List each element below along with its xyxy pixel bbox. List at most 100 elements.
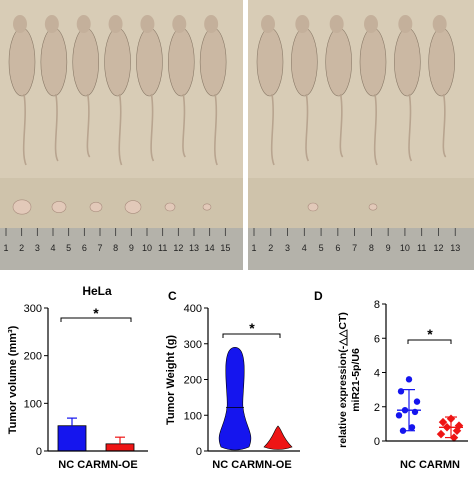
mouse-tail [270, 93, 275, 166]
tumor [164, 202, 176, 212]
significance-star: * [427, 326, 433, 342]
ruler-number: 3 [35, 243, 40, 253]
tumor [12, 199, 32, 215]
tumor [368, 203, 378, 211]
y-tick-label: 0 [374, 436, 380, 448]
mouse-tail [408, 93, 413, 162]
data-point-carmn [452, 426, 462, 435]
mouse-tail [22, 93, 27, 166]
ruler-number: 12 [433, 243, 443, 253]
mouse-tail [442, 93, 447, 158]
y-tick-label: 0 [36, 446, 42, 458]
y-tick-label: 200 [24, 351, 42, 363]
ruler-number: 7 [352, 243, 357, 253]
ruler-number: 1 [3, 243, 8, 253]
significance-bracket [222, 333, 281, 338]
mouse-body [325, 27, 352, 97]
mouse-body [72, 27, 100, 97]
x-category-labels: NC CARMN [400, 459, 460, 471]
table-surface [0, 178, 243, 228]
y-tick-label: 0 [196, 446, 202, 458]
ruler-number: 11 [158, 243, 167, 253]
y-tick-label: 100 [24, 398, 42, 410]
mouse-tail [182, 93, 186, 158]
tumor [202, 203, 212, 211]
mouse-head [13, 15, 27, 33]
ruler-number: 10 [142, 243, 152, 253]
y-tick-label: 200 [184, 375, 202, 387]
significance-bracket [407, 339, 452, 344]
photo-drawing: 1 2 3 4 5 6 7 8 9 10 11 12 13 [248, 0, 474, 270]
y-tick-label: 4 [374, 368, 380, 380]
mouse [394, 15, 421, 162]
data-point-nc [405, 376, 413, 383]
significance-star: * [249, 320, 255, 336]
mouse-head [108, 15, 123, 33]
tumor-weight-chart: C Tumor Weight (g) 0 100 200 300 400 * NC CA… [160, 278, 310, 474]
violin-carmn-oe [263, 425, 293, 450]
y-axis-label-line1: relative expression(-△△CT) [337, 312, 349, 448]
x-category-labels: NC CARMN-OE [58, 459, 137, 471]
ruler [248, 228, 474, 270]
x-category-labels: NC CARMN-OE [212, 459, 291, 471]
mouse-body [167, 27, 195, 97]
tumor [124, 200, 142, 214]
mouse-head [44, 15, 59, 33]
data-point-nc [413, 398, 421, 405]
y-tick-label: 300 [184, 339, 202, 351]
mouse-head [329, 15, 344, 33]
ruler-number: 13 [189, 243, 199, 253]
mouse [136, 15, 163, 162]
mouse-tail [54, 93, 59, 162]
tumor [307, 202, 319, 212]
y-axis-label-line2: miR21-5p/U6 [350, 348, 362, 412]
ruler-number: 4 [302, 243, 307, 253]
data-point-nc [408, 424, 416, 431]
y-tick-label: 300 [24, 303, 42, 315]
mouse [72, 15, 100, 158]
ruler-number: 5 [66, 243, 71, 253]
mouse-head [172, 15, 187, 33]
mouse-body [359, 27, 387, 97]
ruler-number: 6 [82, 243, 87, 253]
mouse [40, 15, 68, 162]
mouse-tail [373, 93, 378, 166]
ruler-number: 15 [220, 243, 230, 253]
ruler [0, 228, 243, 270]
data-point-carmn [436, 429, 446, 439]
y-axis-label: Tumor Weight (g) [165, 335, 177, 425]
mouse-body [394, 27, 421, 97]
mouse [256, 15, 284, 166]
violin-nc [218, 347, 252, 451]
mouse-tumor-photo-nc: 1 2 3 4 5 6 7 8 9 10 11 12 13 14 15 [0, 0, 243, 270]
mouse-body [136, 27, 163, 97]
mouse-tail [214, 93, 218, 166]
mouse [104, 15, 131, 166]
tumor [51, 201, 67, 213]
ruler-number: 5 [319, 243, 324, 253]
data-point-nc [397, 388, 405, 395]
ruler-number: 7 [97, 243, 102, 253]
mouse [167, 15, 195, 158]
mouse-body [199, 27, 227, 97]
table-surface [248, 178, 474, 228]
y-tick-label: 8 [374, 299, 380, 311]
ruler-number: 3 [285, 243, 290, 253]
mouse-body [40, 27, 68, 97]
y-axis-label: Tumor volume (mm³) [7, 325, 19, 434]
mouse-body [256, 27, 284, 97]
mouse-body [291, 27, 318, 97]
ruler-number: 11 [417, 243, 426, 253]
mouse [291, 15, 318, 162]
ruler-number: 14 [205, 243, 215, 253]
ruler-number: 10 [400, 243, 410, 253]
mouse-head [204, 15, 219, 33]
data-point-nc [395, 412, 403, 419]
mouse-tumor-photo-carmn-oe: 1 2 3 4 5 6 7 8 9 10 11 12 13 [248, 0, 474, 270]
mouse [325, 15, 352, 158]
mouse-tail [339, 93, 344, 158]
mouse-body [428, 27, 455, 97]
y-tick-label: 6 [374, 333, 380, 345]
ruler-number: 12 [173, 243, 183, 253]
ruler-number: 9 [129, 243, 134, 253]
